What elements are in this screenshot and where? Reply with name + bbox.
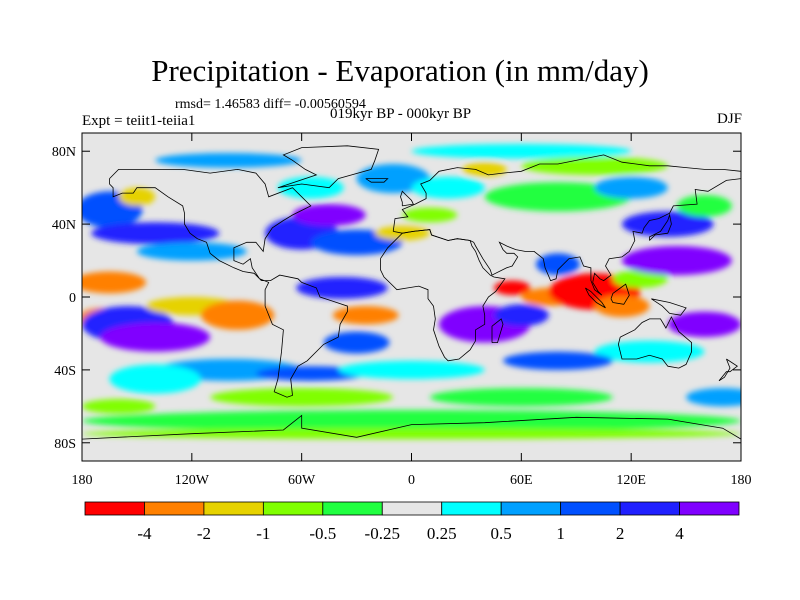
field-patch [594, 176, 668, 199]
field-patch [200, 300, 275, 330]
colorbar-swatch [203, 501, 264, 516]
coastline [617, 316, 692, 369]
field-patch [493, 280, 531, 296]
period-label: 019kyr BP - 000kyr BP [330, 106, 472, 122]
colorbar-swatch [381, 501, 443, 516]
colorbar-label: -0.25 [365, 524, 400, 543]
y-tick-label: 40S [54, 364, 76, 379]
field-patch [493, 304, 549, 327]
colorbar-swatch [500, 501, 562, 516]
x-tick-label: 60E [510, 473, 533, 488]
coastline [651, 298, 687, 316]
colorbar-label: -2 [197, 524, 211, 543]
colorbar-label: -1 [256, 524, 270, 543]
x-tick-label: 0 [408, 473, 415, 488]
coastline [718, 358, 738, 382]
colorbar-label: 4 [675, 524, 684, 543]
field-patch [594, 340, 705, 363]
y-tick-label: 80S [54, 437, 76, 452]
field-patch [296, 276, 388, 299]
field-patch [82, 428, 741, 440]
field-patch [210, 388, 394, 407]
coastline [277, 145, 380, 189]
colorbar-label: -4 [137, 524, 152, 543]
coastline [380, 229, 506, 362]
colorbar: -4 -2 -1 -0.5 -0.25 0.25 0.5 1 2 4 [84, 501, 740, 543]
colorbar-label: -0.5 [309, 524, 336, 543]
field-patch [82, 409, 741, 432]
coastline-layer [82, 145, 741, 440]
page-title: Precipitation - Evaporation (in mm/day) [151, 53, 649, 88]
colorbar-swatch [619, 501, 680, 516]
field-layer [82, 143, 741, 440]
coastline [400, 190, 414, 207]
field-patch [402, 207, 458, 223]
field-patch [91, 222, 220, 245]
field-patch [155, 153, 302, 168]
colorbar-swatch [679, 501, 740, 516]
field-patch [292, 204, 366, 226]
field-patch [332, 306, 399, 325]
field-patch [462, 162, 507, 177]
field-patch [356, 163, 430, 194]
colorbar-swatch [262, 501, 324, 516]
field-patch [100, 322, 211, 352]
coastline [82, 414, 741, 440]
field-patch [503, 351, 613, 370]
field-patch [622, 211, 714, 237]
coastline [365, 178, 389, 183]
y-axis-ticks: 80N 40N 0 40S 80S [52, 145, 741, 452]
coastline [491, 318, 504, 343]
field-patch [594, 295, 650, 318]
field-patch [82, 271, 147, 294]
stats-text: rmsd= 1.46583 diff= -0.00560594 [175, 97, 366, 112]
field-patch [521, 156, 668, 175]
colorbar-label: 0.5 [491, 524, 512, 543]
field-patch [109, 364, 201, 394]
season-label: DJF [716, 111, 742, 127]
coastline [392, 154, 741, 296]
colorbar-label: 1 [556, 524, 565, 543]
field-patch [676, 194, 732, 217]
field-patch [255, 366, 366, 381]
x-tick-label: 60W [288, 473, 316, 488]
field-patch [136, 242, 247, 261]
x-tick-label: 120E [616, 473, 646, 488]
field-patch [686, 388, 741, 407]
field-patch [82, 399, 156, 414]
colorbar-swatch [322, 501, 383, 516]
field-patch [277, 176, 344, 199]
field-patch [323, 331, 390, 354]
colorbar-swatch [560, 501, 621, 516]
field-patch [429, 388, 613, 407]
field-patch [622, 245, 732, 276]
coastline [585, 287, 606, 309]
field-patch [612, 269, 668, 288]
x-axis-ticks: 180 120W 60W 0 60E 120E 180 [72, 133, 752, 488]
field-patch [411, 176, 485, 199]
y-tick-label: 40N [52, 218, 76, 233]
field-patch [118, 187, 156, 206]
colorbar-label: 0.25 [427, 524, 457, 543]
y-tick-label: 80N [52, 145, 76, 160]
y-tick-label: 0 [69, 291, 76, 306]
field-patch [484, 182, 632, 212]
field-patch [667, 311, 741, 338]
experiment-label: Expt = teiit1-teiia1 [82, 113, 196, 129]
colorbar-swatch [441, 501, 502, 516]
colorbar-swatch [84, 501, 145, 516]
colorbar-label: 2 [616, 524, 625, 543]
field-patch [411, 143, 632, 159]
field-patch [338, 360, 485, 379]
coastline [109, 168, 348, 398]
coastline [610, 283, 630, 305]
x-tick-label: 180 [72, 473, 93, 488]
field-patch [535, 253, 580, 276]
coastline [649, 213, 672, 241]
x-tick-label: 120W [175, 473, 210, 488]
x-tick-label: 180 [731, 473, 752, 488]
colorbar-swatch [144, 501, 205, 516]
